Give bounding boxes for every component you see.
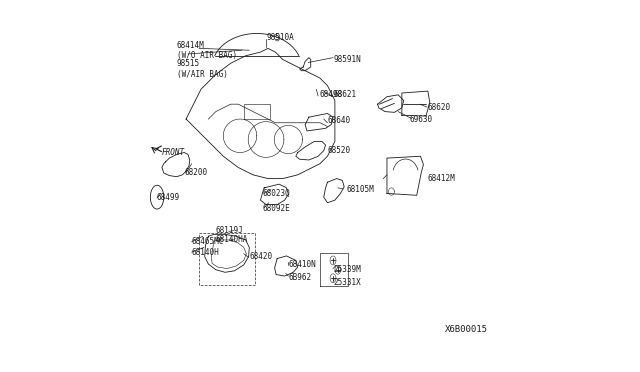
Text: 25339M: 25339M	[333, 265, 361, 274]
Text: 68420: 68420	[250, 252, 273, 261]
Text: 68105M: 68105M	[346, 185, 374, 194]
Text: 25331X: 25331X	[333, 278, 361, 287]
Text: 6B962: 6B962	[289, 273, 312, 282]
Text: FRONT: FRONT	[162, 148, 185, 157]
Text: 68621: 68621	[333, 90, 356, 99]
Text: 68092E: 68092E	[262, 204, 290, 213]
Text: 68023Q: 68023Q	[262, 189, 290, 198]
Text: 68414M
(W/O AIR BAG): 68414M (W/O AIR BAG)	[177, 41, 237, 60]
Text: 68410N: 68410N	[289, 260, 316, 269]
Text: 68200: 68200	[184, 169, 207, 177]
Text: 68140HA: 68140HA	[216, 235, 248, 244]
Text: 69630: 69630	[410, 115, 433, 124]
Text: 68498: 68498	[320, 90, 343, 99]
Text: X6B00015: X6B00015	[445, 325, 488, 334]
Text: 68140H: 68140H	[191, 248, 220, 257]
Text: 68119J: 68119J	[216, 226, 244, 235]
Text: 68499: 68499	[156, 193, 179, 202]
Text: 68640: 68640	[328, 116, 351, 125]
Text: 68412M: 68412M	[428, 174, 456, 183]
Text: 98591N: 98591N	[333, 55, 361, 64]
Text: 98510A: 98510A	[266, 33, 294, 42]
Text: 98515
(W/AIR BAG): 98515 (W/AIR BAG)	[177, 59, 228, 78]
Text: 68620: 68620	[428, 103, 451, 112]
Text: 68465MC: 68465MC	[191, 237, 224, 246]
Text: 68520: 68520	[328, 146, 351, 155]
